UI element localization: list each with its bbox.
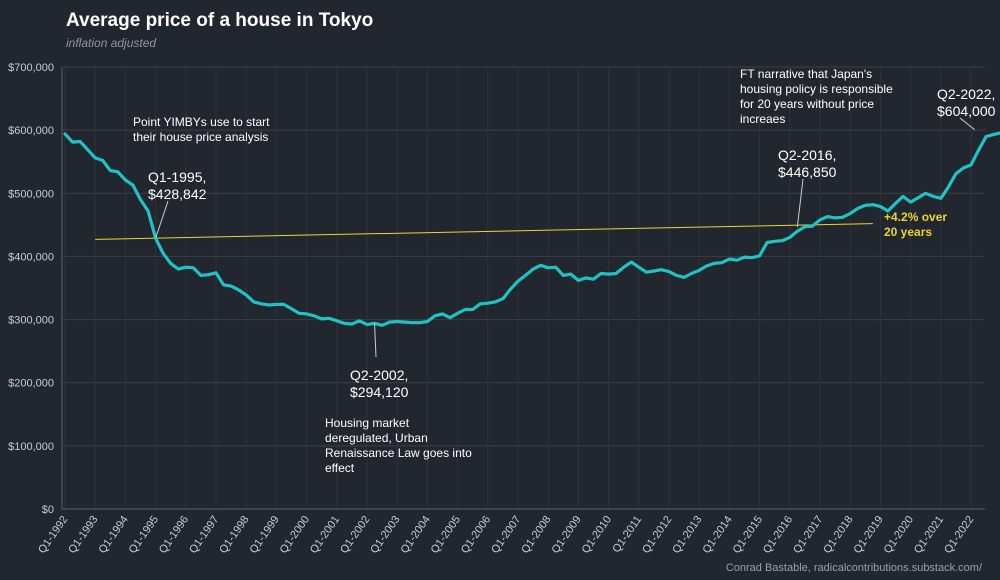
x-tick-label: Q1-2020 — [882, 514, 916, 556]
x-tick-label: Q1-2012 — [640, 514, 674, 556]
trend-line — [95, 223, 873, 240]
annotation-text: deregulated, Urban — [325, 431, 428, 445]
chart-subtitle: inflation adjusted — [66, 36, 157, 50]
x-tick-label: Q1-2002 — [338, 514, 372, 556]
annotation-text: +4.2% over — [884, 210, 947, 224]
annotation-text: their house price analysis — [133, 130, 268, 144]
credit-text: Conrad Bastable, radicalcontributions.su… — [725, 562, 982, 574]
annotation-text: 20 years — [884, 225, 932, 239]
y-tick-label: $400,000 — [8, 251, 54, 263]
x-tick-label: Q1-1996 — [157, 514, 191, 556]
x-tick-label: Q1-2006 — [459, 514, 493, 556]
y-tick-label: $300,000 — [8, 315, 54, 327]
chart-title: Average price of a house in Tokyo — [66, 10, 374, 31]
x-tick-label: Q1-2019 — [851, 514, 885, 556]
x-tick-label: Q1-2013 — [670, 514, 704, 556]
annotation-text: housing policy is responsible — [740, 82, 893, 96]
y-tick-label: $200,000 — [8, 378, 54, 390]
annotation: Q1-1995,$428,842 — [148, 169, 207, 239]
trend-line-group — [95, 223, 873, 240]
annotation-text: Q1-1995, — [148, 169, 206, 185]
annotation-text: Renaissance Law goes into — [325, 446, 472, 460]
annotation-text: Point YIMBYs use to start — [133, 115, 270, 129]
x-tick-label: Q1-2007 — [489, 514, 523, 556]
x-tick-label: Q1-2001 — [308, 514, 342, 556]
annotation-leader — [959, 117, 975, 131]
annotation-text: $428,842 — [148, 186, 207, 202]
annotation-text: $604,000 — [937, 103, 996, 119]
annotation-text: Q2-2002, — [350, 367, 408, 383]
annotation-leader — [155, 200, 169, 239]
x-tick-label: Q1-2003 — [368, 514, 402, 556]
x-tick-label: Q1-2000 — [278, 514, 312, 556]
x-tick-label: Q1-1998 — [217, 514, 251, 556]
x-tick-label: Q1-2009 — [549, 514, 583, 556]
y-axis: $0 $100,000 $200,000 $300,000 $400,000 $500,0… — [8, 62, 54, 516]
x-tick-label: Q1-2017 — [791, 514, 825, 556]
y-tick-label: $100,000 — [8, 441, 54, 453]
y-tick-label: $700,000 — [8, 62, 54, 74]
x-tick-label: Q1-2004 — [398, 514, 432, 556]
annotation-text: Q2-2022, — [937, 86, 995, 102]
x-tick-label: Q1-1993 — [66, 514, 100, 556]
annotation-text: for 20 years without price — [740, 97, 874, 111]
y-tick-label: $0 — [42, 504, 54, 516]
annotation-text: increaes — [740, 112, 785, 126]
annotation: Q2-2022,$604,000 — [937, 86, 996, 131]
annotation-text: Housing market — [325, 416, 410, 430]
series-group — [63, 131, 1000, 327]
annotation: Q2-2016,$446,850 — [778, 147, 837, 227]
y-tick-label: $600,000 — [8, 125, 54, 137]
x-tick-label: Q1-2018 — [821, 514, 855, 556]
x-tick-label: Q1-1999 — [247, 514, 281, 556]
x-tick-label: Q1-2016 — [761, 514, 795, 556]
gridlines — [61, 66, 985, 510]
annotation-text: $294,120 — [350, 384, 409, 400]
price-series-line — [63, 131, 1000, 327]
x-tick-label: Q1-2021 — [912, 514, 946, 556]
annotation-text: Q2-2016, — [778, 147, 836, 163]
x-tick-label: Q1-2015 — [731, 514, 765, 556]
x-tick-label: Q1-1995 — [127, 514, 161, 556]
annotation-leader — [374, 323, 377, 358]
x-axis: Q1-1992Q1-1993Q1-1994Q1-1995Q1-1996Q1-19… — [36, 514, 976, 556]
x-tick-label: Q1-2005 — [429, 514, 463, 556]
x-tick-label: Q1-1994 — [96, 514, 130, 556]
x-tick-label: Q1-1992 — [36, 514, 70, 556]
annotation: Q2-2002,$294,120 — [350, 323, 409, 400]
x-tick-label: Q1-2010 — [580, 514, 614, 556]
annotations-group: Q1-1995,$428,842 Q2-2002,$294,120 Q2-2016,… — [133, 67, 996, 475]
y-tick-label: $500,000 — [8, 188, 54, 200]
x-tick-label: Q1-2008 — [519, 514, 553, 556]
x-tick-label: Q1-2022 — [942, 514, 976, 556]
annotation-text: FT narrative that Japan's — [740, 67, 872, 81]
annotation-text: effect — [325, 461, 355, 475]
annotation-leader — [796, 178, 804, 227]
x-tick-label: Q1-2014 — [700, 514, 734, 556]
x-tick-label: Q1-1997 — [187, 514, 221, 556]
annotation-text: $446,850 — [778, 164, 837, 180]
